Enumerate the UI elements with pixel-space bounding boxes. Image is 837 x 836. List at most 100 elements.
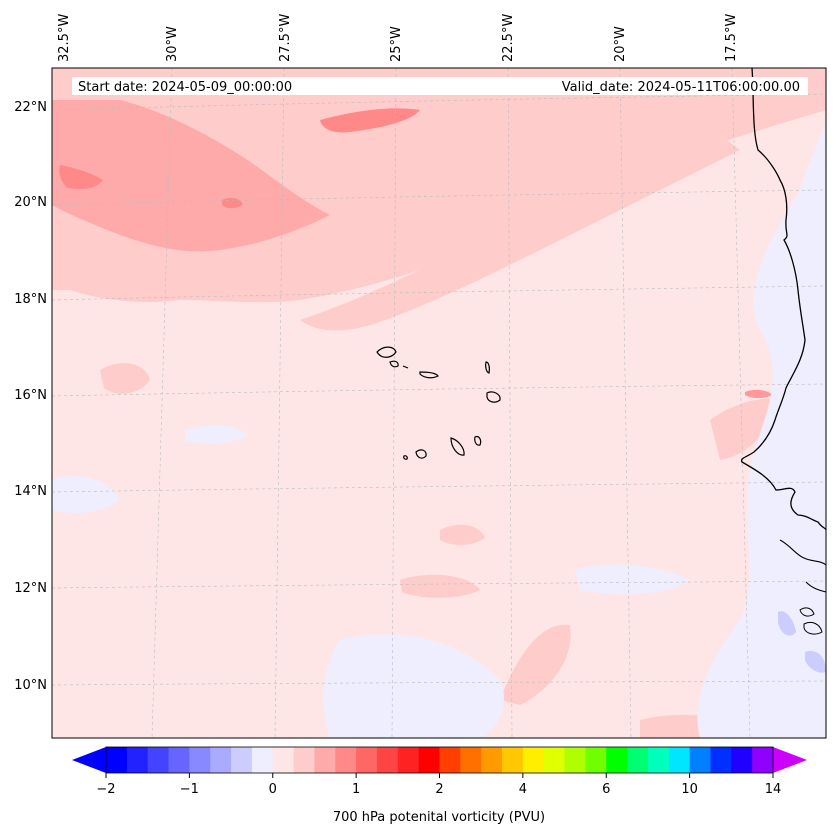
colorbar-cell [564,747,586,773]
colorbar-tick-label: 1 [352,782,360,797]
lon-label: 32.5°W [57,14,72,62]
colorbar-cell [481,747,503,773]
colorbar-tick-label: 2 [435,782,443,797]
colorbar-cell [543,747,566,773]
island-maio [474,435,482,446]
pv-region-blue-patch2 [805,650,826,673]
lat-label: 12°N [14,581,47,596]
colorbar-tick-label: −1 [180,782,199,797]
colorbar-tick-label: −2 [96,782,115,797]
colorbar-cell [460,747,482,773]
pv-patch-red-2 [59,165,103,190]
colorbar-cell [251,747,274,773]
island-santa-luzia [402,365,409,369]
colorbar-cell [647,747,670,773]
colorbar-cell [397,747,420,773]
lon-label: 20°W [613,26,628,62]
map-frame [51,67,827,739]
colorbar-cell [376,747,399,773]
lat-label: 20°N [14,195,47,210]
island-boa-vista [486,391,501,403]
map-panel [51,67,827,739]
colorbar-over-arrow [773,747,807,773]
island-brava [403,455,408,460]
island-fogo [415,449,427,459]
pv-region-blue-patch [778,611,796,636]
colorbar-cell [585,747,607,773]
colorbar-tick-label: 10 [681,782,698,797]
colorbar-cell [147,747,170,773]
lat-label: 18°N [14,292,47,307]
colorbar-under-arrow [72,747,106,773]
lon-label: 17.5°W [724,14,739,62]
colorbar-cell [231,747,253,773]
colorbar-cell [689,747,711,773]
island-sal [485,361,490,374]
pv-patch-lr-b [500,624,571,705]
pv-region-light-blue-sw [52,476,120,513]
colorbar-cell [502,747,524,773]
pv-patch-lr-d [400,574,480,598]
lon-label: 30°W [165,26,180,62]
island-sao-nicolau [419,371,439,379]
colorbar-cell [356,747,378,773]
lat-label: 14°N [14,484,47,499]
colorbar-cell [314,747,336,773]
coast-estuary-1 [779,539,827,566]
lon-label: 27.5°W [278,14,293,62]
lon-label: 22.5°W [501,14,516,62]
colorbar-cell [418,747,440,773]
colorbar-cell [710,747,732,773]
colorbar-cell [293,747,315,773]
coast-island-bijagos-1 [799,607,815,617]
lon-labels: 32.5°W 30°W 27.5°W 25°W 22.5°W 20°W 17.5… [57,14,739,62]
colorbar-cell [439,747,461,773]
island-santo-antao [376,346,397,358]
colorbar-cell [106,747,128,773]
pv-patch-lr-c [440,524,485,545]
pv-region-light-blue-south [323,634,504,738]
graticule [51,67,827,739]
colorbar-cell [752,747,774,773]
colorbar-cell [189,747,211,773]
colorbar-ticks: −2 −1 0 1 2 4 6 10 14 [96,773,781,797]
colorbar-cell [335,747,357,773]
colorbar-title: 700 hPa potenital vorticity (PVU) [333,810,545,825]
pv-patch-red-g [745,389,772,398]
colorbar-cell [126,747,149,773]
colorbar-cell [627,747,649,773]
lon-label: 25°W [389,26,404,62]
valid-date-label: Valid_date: 2024-05-11T06:00:00.00 [562,80,800,95]
colorbar-cell [210,747,232,773]
lat-label: 22°N [14,100,47,115]
colorbar-tick-label: 14 [765,782,782,797]
africa-coastline [740,67,827,531]
info-bar [72,77,808,95]
colorbar-cells [106,747,774,773]
coast-island-bijagos-2 [803,621,823,635]
colorbar-cell [168,747,190,773]
island-sao-vicente [389,360,399,368]
pv-band-light-red-2 [300,135,740,331]
colorbar-cell [731,747,753,773]
lat-label: 10°N [14,678,47,693]
pv-band-mid-red [52,100,330,252]
pv-region-light-blue-east [697,120,826,738]
coast-estuary-2 [805,581,827,593]
lat-labels: 22°N 20°N 18°N 16°N 14°N 12°N 10°N [14,100,47,693]
start-date-label: Start date: 2024-05-09_00:00:00 [78,80,292,95]
pv-region-light-blue-mid2 [575,564,690,595]
pv-patch-lr-a [100,363,150,394]
pv-patch-lr-f [710,398,780,460]
lat-label: 16°N [14,388,47,403]
colorbar: −2 −1 0 1 2 4 6 10 14 700 hPa potenital vorticit… [72,746,807,825]
colorbar-cell [522,747,545,773]
colorbar-cell [668,747,691,773]
colorbar-cell [272,747,295,773]
colorbar-tick-label: 0 [269,782,277,797]
colorbar-cell [606,747,628,773]
pv-region-light-blue-mid [185,425,248,444]
cape-verde-islands [376,346,501,460]
pv-patch-red-1 [320,108,420,133]
